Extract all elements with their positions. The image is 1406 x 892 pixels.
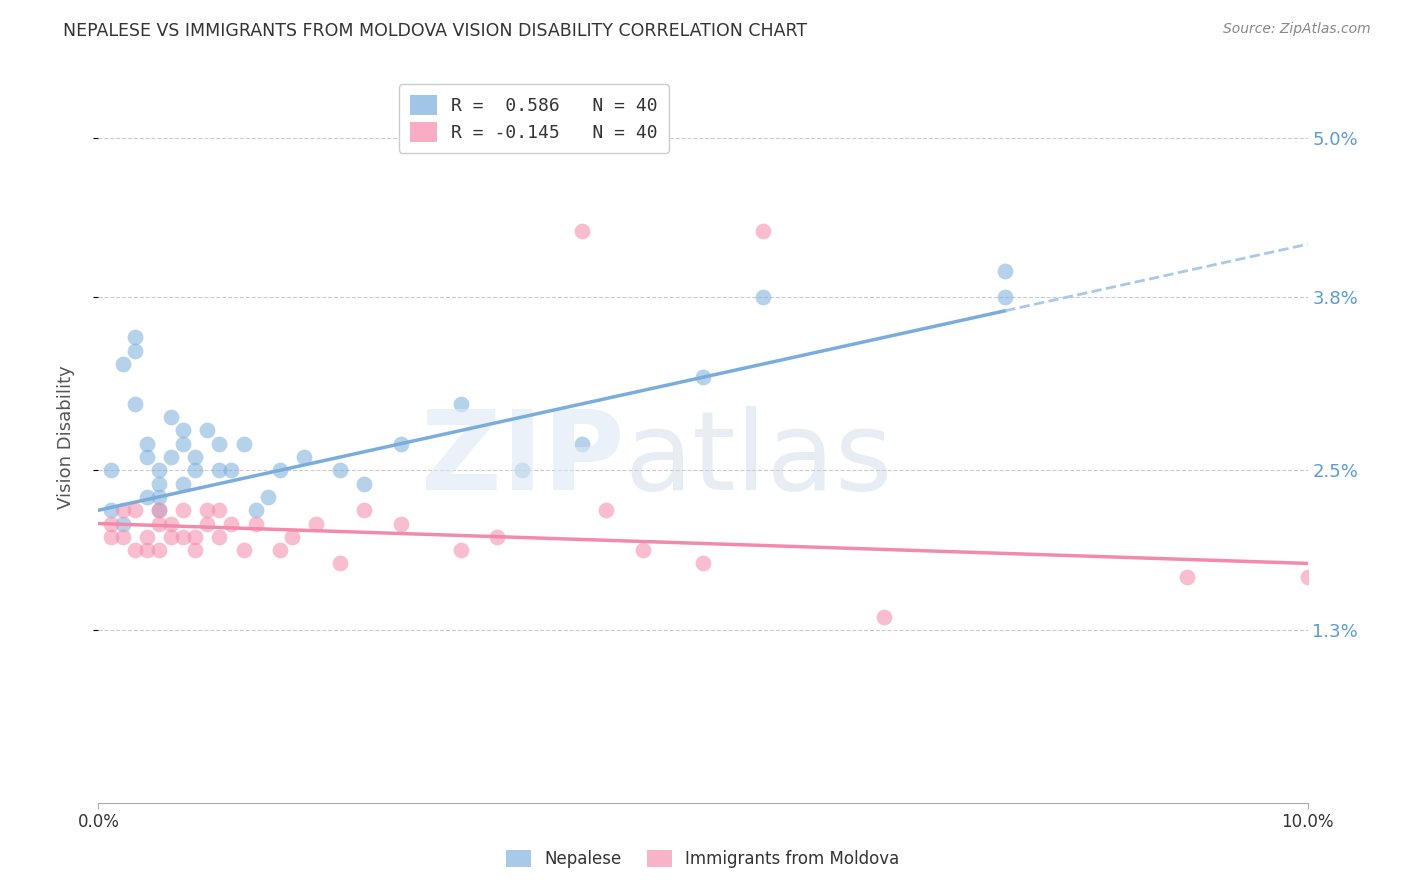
- Point: [100, 503, 122, 517]
- Point: [1175, 570, 1198, 584]
- Point: [245, 516, 267, 531]
- Text: Source: ZipAtlas.com: Source: ZipAtlas.com: [1223, 22, 1371, 37]
- Point: [160, 450, 183, 464]
- Point: [292, 450, 315, 464]
- Point: [111, 530, 134, 544]
- Point: [172, 424, 194, 438]
- Point: [195, 516, 218, 531]
- Point: [148, 503, 170, 517]
- Point: [208, 530, 231, 544]
- Text: ZIP: ZIP: [420, 406, 624, 513]
- Point: [232, 543, 254, 558]
- Point: [100, 463, 122, 477]
- Point: [245, 503, 267, 517]
- Point: [389, 436, 412, 450]
- Legend: R =  0.586   N = 40, R = -0.145   N = 40: R = 0.586 N = 40, R = -0.145 N = 40: [399, 84, 669, 153]
- Point: [256, 490, 278, 504]
- Point: [184, 463, 207, 477]
- Point: [111, 503, 134, 517]
- Point: [486, 530, 509, 544]
- Point: [124, 343, 146, 358]
- Point: [184, 530, 207, 544]
- Point: [184, 450, 207, 464]
- Point: [135, 436, 157, 450]
- Point: [195, 424, 218, 438]
- Point: [873, 609, 896, 624]
- Point: [450, 397, 472, 411]
- Point: [124, 397, 146, 411]
- Point: [994, 290, 1017, 304]
- Point: [752, 290, 775, 304]
- Point: [221, 463, 243, 477]
- Point: [148, 490, 170, 504]
- Point: [269, 543, 291, 558]
- Point: [208, 436, 231, 450]
- Point: [195, 503, 218, 517]
- Point: [994, 264, 1017, 278]
- Point: [221, 516, 243, 531]
- Y-axis label: Vision Disability: Vision Disability: [56, 365, 75, 509]
- Text: NEPALESE VS IMMIGRANTS FROM MOLDOVA VISION DISABILITY CORRELATION CHART: NEPALESE VS IMMIGRANTS FROM MOLDOVA VISI…: [63, 22, 807, 40]
- Point: [752, 224, 775, 238]
- Point: [111, 357, 134, 371]
- Point: [148, 476, 170, 491]
- Point: [160, 410, 183, 425]
- Point: [450, 543, 472, 558]
- Point: [135, 490, 157, 504]
- Point: [595, 503, 617, 517]
- Point: [172, 476, 194, 491]
- Point: [208, 463, 231, 477]
- Point: [135, 450, 157, 464]
- Point: [631, 543, 654, 558]
- Point: [510, 463, 533, 477]
- Point: [305, 516, 328, 531]
- Legend: Nepalese, Immigrants from Moldova: Nepalese, Immigrants from Moldova: [499, 843, 907, 875]
- Point: [148, 543, 170, 558]
- Point: [160, 516, 183, 531]
- Point: [269, 463, 291, 477]
- Point: [124, 330, 146, 344]
- Point: [135, 543, 157, 558]
- Point: [389, 516, 412, 531]
- Point: [329, 463, 352, 477]
- Point: [124, 503, 146, 517]
- Point: [353, 476, 375, 491]
- Point: [692, 370, 714, 384]
- Point: [281, 530, 304, 544]
- Point: [571, 436, 593, 450]
- Point: [172, 530, 194, 544]
- Point: [208, 503, 231, 517]
- Text: atlas: atlas: [624, 406, 893, 513]
- Point: [571, 224, 593, 238]
- Point: [160, 530, 183, 544]
- Point: [1296, 570, 1319, 584]
- Point: [329, 557, 352, 571]
- Point: [172, 503, 194, 517]
- Point: [184, 543, 207, 558]
- Point: [172, 436, 194, 450]
- Point: [124, 543, 146, 558]
- Point: [111, 516, 134, 531]
- Point: [135, 530, 157, 544]
- Point: [148, 503, 170, 517]
- Point: [353, 503, 375, 517]
- Point: [100, 516, 122, 531]
- Point: [232, 436, 254, 450]
- Point: [692, 557, 714, 571]
- Point: [148, 463, 170, 477]
- Point: [100, 530, 122, 544]
- Point: [148, 516, 170, 531]
